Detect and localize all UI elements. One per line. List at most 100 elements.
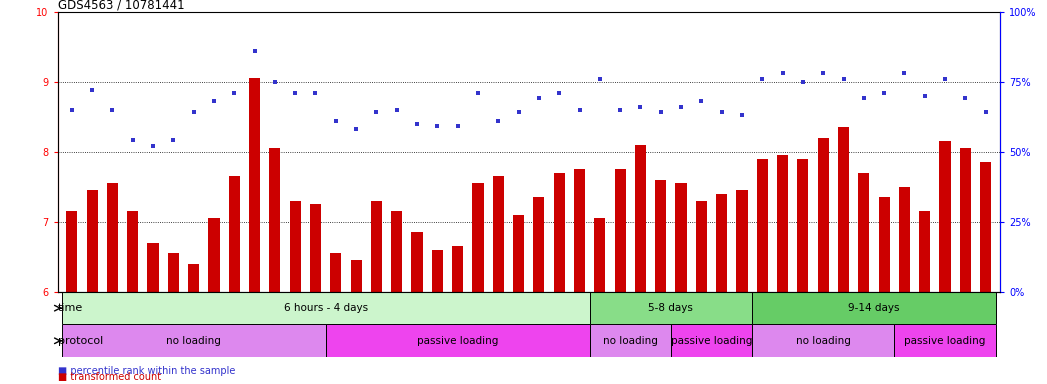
Bar bbox=[554, 173, 564, 292]
Text: GDS4563 / 10781441: GDS4563 / 10781441 bbox=[58, 0, 184, 12]
Bar bbox=[148, 243, 158, 292]
Text: passive loading: passive loading bbox=[905, 336, 985, 346]
Point bbox=[896, 70, 913, 76]
Bar bbox=[66, 211, 77, 292]
Bar bbox=[326, 324, 589, 357]
Text: passive loading: passive loading bbox=[417, 336, 498, 346]
Text: time: time bbox=[58, 303, 84, 313]
Text: no loading: no loading bbox=[166, 336, 221, 346]
Bar bbox=[859, 173, 869, 292]
Point bbox=[84, 87, 101, 93]
Point bbox=[795, 78, 811, 84]
Bar bbox=[452, 246, 463, 292]
Point bbox=[125, 137, 141, 144]
Bar bbox=[371, 201, 382, 292]
Bar bbox=[351, 260, 361, 292]
Point bbox=[652, 109, 669, 116]
Bar bbox=[939, 141, 951, 292]
Bar bbox=[752, 324, 894, 357]
Bar bbox=[513, 215, 525, 292]
Point bbox=[815, 70, 831, 76]
Point bbox=[408, 121, 425, 127]
Bar bbox=[615, 169, 626, 292]
Bar bbox=[777, 155, 788, 292]
Text: no loading: no loading bbox=[796, 336, 850, 346]
Point bbox=[937, 76, 954, 82]
Point bbox=[693, 98, 710, 104]
Point bbox=[875, 90, 892, 96]
Point bbox=[328, 118, 344, 124]
Point bbox=[307, 90, 324, 96]
Point bbox=[205, 98, 222, 104]
Point bbox=[571, 106, 587, 113]
Point bbox=[916, 93, 933, 99]
Text: ■ percentile rank within the sample: ■ percentile rank within the sample bbox=[58, 366, 235, 376]
Bar bbox=[392, 211, 402, 292]
Point bbox=[531, 95, 548, 101]
Bar bbox=[107, 183, 118, 292]
Point bbox=[449, 123, 466, 129]
Text: passive loading: passive loading bbox=[671, 336, 752, 346]
Bar bbox=[249, 78, 260, 292]
Point bbox=[672, 104, 689, 110]
Bar bbox=[87, 190, 97, 292]
Bar bbox=[655, 180, 666, 292]
Bar bbox=[696, 201, 707, 292]
Point bbox=[246, 48, 263, 54]
Point bbox=[734, 112, 751, 118]
Text: protocol: protocol bbox=[58, 336, 104, 346]
Bar bbox=[960, 148, 971, 292]
Point bbox=[64, 106, 81, 113]
Point bbox=[490, 118, 507, 124]
Bar bbox=[330, 253, 341, 292]
Point bbox=[774, 70, 790, 76]
Bar bbox=[589, 292, 752, 324]
Bar bbox=[818, 138, 829, 292]
Bar bbox=[472, 183, 484, 292]
Point bbox=[592, 76, 608, 82]
Point bbox=[470, 90, 487, 96]
Text: 5-8 days: 5-8 days bbox=[648, 303, 693, 313]
Bar bbox=[411, 232, 423, 292]
Point bbox=[551, 90, 567, 96]
Point bbox=[104, 106, 120, 113]
Bar bbox=[310, 204, 321, 292]
Point bbox=[226, 90, 243, 96]
Point bbox=[754, 76, 771, 82]
Bar bbox=[716, 194, 728, 292]
Bar bbox=[671, 324, 752, 357]
Point bbox=[165, 137, 182, 144]
Bar bbox=[899, 187, 910, 292]
Text: 9-14 days: 9-14 days bbox=[848, 303, 899, 313]
Point bbox=[287, 90, 304, 96]
Bar bbox=[980, 162, 992, 292]
Bar bbox=[634, 145, 646, 292]
Point bbox=[836, 76, 852, 82]
Bar bbox=[533, 197, 544, 292]
Point bbox=[713, 109, 730, 116]
Point bbox=[267, 78, 284, 84]
Point bbox=[369, 109, 385, 116]
Bar bbox=[188, 264, 199, 292]
Bar bbox=[574, 169, 585, 292]
Bar bbox=[595, 218, 605, 292]
Point bbox=[144, 143, 161, 149]
Point bbox=[185, 109, 202, 116]
Text: 6 hours - 4 days: 6 hours - 4 days bbox=[284, 303, 367, 313]
Bar bbox=[838, 127, 849, 292]
Bar bbox=[894, 324, 996, 357]
Bar bbox=[228, 176, 240, 292]
Bar bbox=[62, 324, 326, 357]
Bar bbox=[675, 183, 687, 292]
Point bbox=[855, 95, 872, 101]
Bar bbox=[431, 250, 443, 292]
Point bbox=[429, 123, 446, 129]
Bar bbox=[878, 197, 890, 292]
Bar bbox=[919, 211, 931, 292]
Bar bbox=[589, 324, 671, 357]
Bar bbox=[736, 190, 748, 292]
Point bbox=[632, 104, 649, 110]
Bar bbox=[798, 159, 808, 292]
Bar bbox=[208, 218, 220, 292]
Text: ■ transformed count: ■ transformed count bbox=[58, 372, 160, 382]
